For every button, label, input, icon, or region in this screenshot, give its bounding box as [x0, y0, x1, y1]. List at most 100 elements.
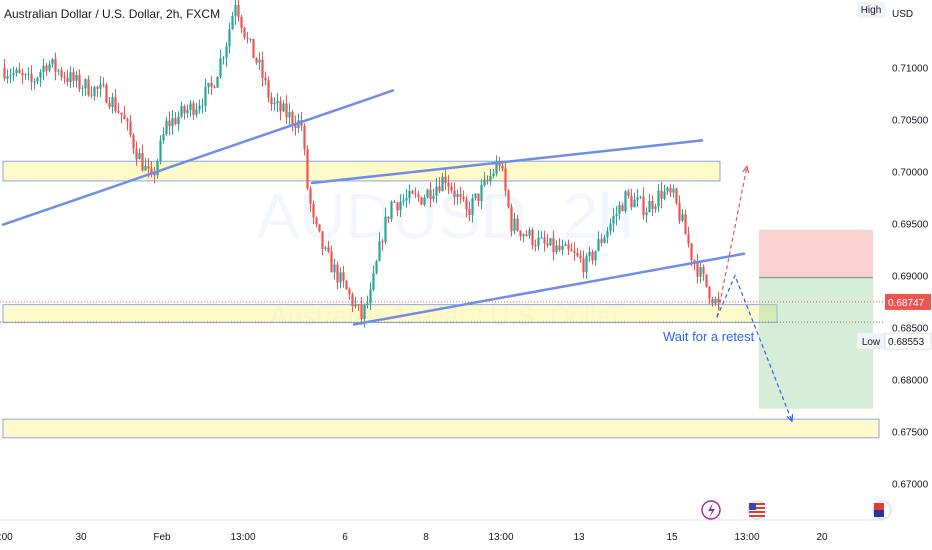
projection-down	[716, 274, 793, 422]
candle-body	[279, 100, 282, 112]
candle-body	[189, 103, 192, 110]
zone-lower	[2, 418, 880, 439]
candle-body	[54, 58, 57, 72]
candle-body	[567, 244, 570, 250]
candle-body	[387, 216, 390, 219]
high-badge: High	[861, 5, 882, 16]
candle-body	[450, 186, 453, 191]
time-tick-label: 13:00	[488, 532, 513, 543]
candle-body	[681, 214, 684, 221]
projection-up-head	[742, 165, 750, 174]
short-position-tool[interactable]	[759, 229, 873, 409]
candle-body	[132, 135, 135, 149]
candle-body	[72, 72, 75, 81]
candle-body	[30, 73, 33, 82]
candle-body	[354, 304, 357, 307]
candle-body	[318, 224, 321, 232]
candle-body	[642, 196, 645, 216]
candle-body	[627, 191, 630, 196]
stop-loss-zone	[759, 229, 873, 278]
price-scale-background	[884, 0, 932, 520]
candle-body	[702, 267, 705, 275]
candle-body	[24, 74, 27, 76]
candle-body	[498, 162, 501, 166]
candle-body	[171, 118, 174, 127]
candle-body	[261, 59, 264, 78]
annotation-text[interactable]: Wait for a retest	[663, 329, 755, 344]
candle-body	[330, 251, 333, 273]
last-price-label: 0.68747	[888, 298, 925, 309]
candle-body	[432, 195, 435, 200]
us-flag-event-icon[interactable]	[747, 500, 767, 520]
candle-body	[246, 37, 249, 39]
candle-body	[501, 165, 504, 169]
price-tick-label: 0.70000	[892, 168, 929, 179]
candle-body	[324, 247, 327, 249]
candle-body	[78, 74, 81, 89]
candle-body	[471, 198, 474, 216]
candle-body	[639, 196, 642, 198]
candle-body	[552, 238, 555, 253]
projection-down-head	[786, 414, 794, 423]
candle-body	[36, 78, 39, 82]
candle-body	[540, 237, 543, 239]
candle-body	[285, 103, 288, 118]
candle-body	[624, 191, 627, 212]
candle-body	[444, 176, 447, 183]
candle-body	[483, 179, 486, 186]
candle-body	[162, 133, 165, 141]
candle-body	[87, 79, 90, 96]
candle-body	[447, 182, 450, 187]
price-tick-label: 0.68000	[892, 376, 929, 387]
dividend-event-icon[interactable]	[701, 500, 721, 520]
low-price-label: 0.68553	[888, 337, 925, 348]
candle-body	[678, 203, 681, 221]
candle-body	[366, 303, 369, 305]
candle-body	[99, 84, 102, 89]
candle-body	[645, 212, 648, 216]
candle-body	[369, 289, 372, 304]
candle-body	[222, 57, 225, 59]
candle-body	[375, 261, 378, 274]
candle-body	[363, 304, 366, 319]
candle-body	[402, 200, 405, 202]
candle-body	[516, 218, 519, 231]
time-scale[interactable]: 3:00 30 Feb 13:00 6 8 13:00 13 15 13:00 20	[0, 519, 884, 543]
candle-body	[717, 298, 720, 302]
candle-body	[12, 73, 15, 76]
candle-body	[120, 112, 123, 115]
candle-body	[489, 176, 492, 181]
candle-body	[45, 65, 48, 71]
last-price-label-box	[885, 293, 931, 310]
candle-body	[288, 112, 291, 118]
trendline-left	[1, 89, 395, 226]
candle-body	[192, 103, 195, 115]
low-price-label-box	[884, 332, 932, 350]
candle-body	[276, 100, 279, 103]
candle-body	[126, 119, 129, 122]
candle-body	[315, 217, 318, 225]
time-tick-label: 13	[573, 532, 585, 543]
candle-body	[411, 191, 414, 194]
trendlines[interactable]	[1, 89, 746, 326]
candle-body	[135, 148, 138, 160]
candle-body	[327, 247, 330, 252]
zone-middle	[2, 304, 778, 323]
candle-body	[621, 205, 624, 212]
candle-body	[510, 206, 513, 231]
candle-body	[294, 124, 297, 129]
time-tick-label: 30	[75, 532, 87, 543]
candle-body	[117, 110, 120, 113]
au-flag-event-icon[interactable]	[872, 500, 892, 520]
price-scale[interactable]: 0.71000 0.70500 0.70000 0.69500 0.69000 0.685…	[884, 0, 932, 520]
candle-body	[339, 272, 342, 283]
candle-body	[342, 272, 345, 281]
candle-body	[531, 229, 534, 246]
candle-body	[438, 186, 441, 192]
candle-body	[180, 106, 183, 117]
candle-body	[156, 161, 159, 176]
candle-body	[522, 234, 525, 237]
projection-arrows[interactable]	[716, 165, 794, 423]
